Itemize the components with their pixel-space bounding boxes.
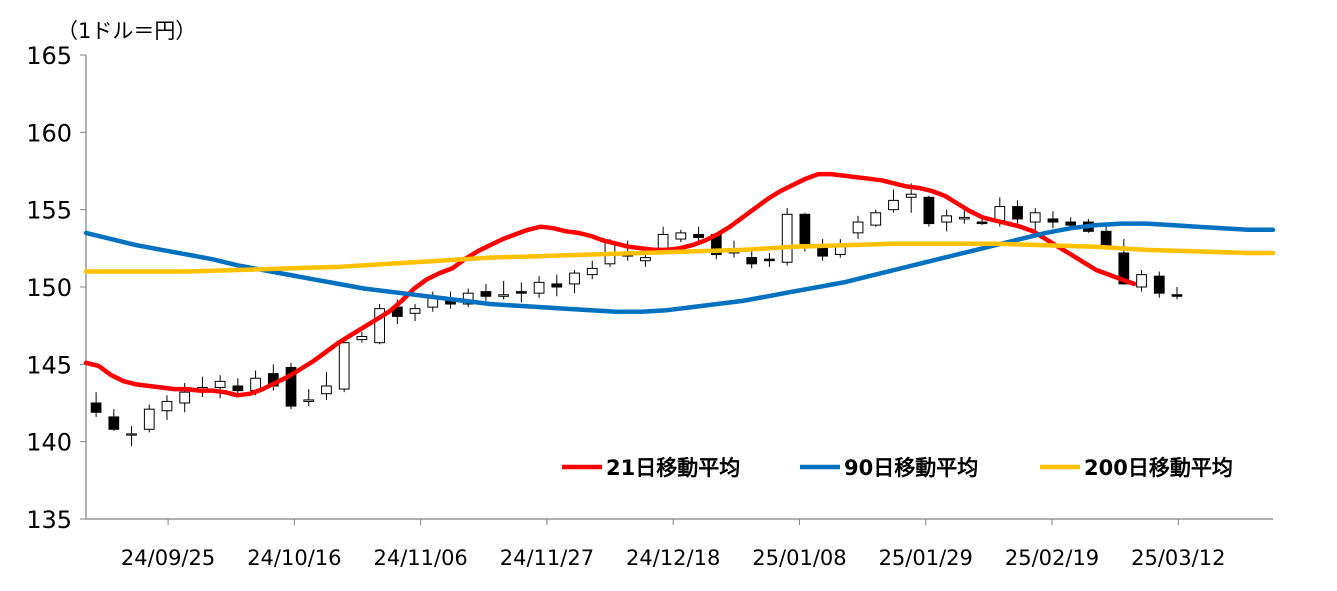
y-unit-label: （1ドル＝円）: [57, 19, 196, 43]
x-tick-label: 24/11/06: [373, 546, 467, 570]
candle-body: [852, 221, 864, 234]
x-tick-label: 25/02/19: [1005, 546, 1099, 570]
candle-body: [108, 416, 120, 430]
candle-body: [1029, 212, 1041, 223]
x-tick-label: 24/10/16: [247, 546, 341, 570]
candle-body: [90, 402, 102, 413]
y-tick-label: 160: [26, 119, 72, 147]
candle-body: [480, 291, 492, 297]
candle-body: [657, 233, 669, 249]
y-tick-label: 150: [26, 274, 72, 302]
candle-body: [994, 206, 1006, 221]
candle-body: [356, 335, 368, 341]
y-tick-label: 155: [26, 197, 72, 225]
candle-body: [905, 193, 917, 198]
legend-label-200d: 200日移動平均: [1084, 456, 1233, 480]
candle-body: [1047, 218, 1059, 223]
candle-body: [799, 213, 811, 245]
x-tick-label: 25/03/12: [1131, 546, 1225, 570]
candle-body: [746, 257, 758, 265]
candle-body: [923, 196, 935, 225]
x-tick-label: 24/11/27: [500, 546, 594, 570]
x-tick-label: 25/01/29: [879, 546, 973, 570]
candle-body: [1065, 221, 1077, 226]
y-tick-label: 135: [26, 506, 72, 534]
candle-body: [640, 257, 651, 262]
y-tick-label: 165: [26, 42, 72, 70]
legend: 21日移動平均 90日移動平均 200日移動平均: [562, 456, 1233, 480]
candle-body: [498, 294, 510, 297]
candle-body: [764, 258, 775, 262]
candle-body: [143, 408, 155, 430]
candle-body: [781, 213, 793, 263]
candle-body: [888, 199, 899, 211]
candle-body: [374, 308, 385, 344]
candle-body: [515, 291, 527, 294]
ma21-line: [83, 171, 1137, 398]
candle-body: [285, 366, 297, 407]
y-axis: 165 160 155 150 145 140 135: [26, 42, 87, 534]
candle-body: [675, 232, 687, 240]
candle-body: [1012, 206, 1023, 220]
candle-body: [976, 221, 988, 225]
candle-body: [321, 385, 332, 395]
candle-body: [232, 385, 244, 392]
candle-body: [409, 308, 421, 314]
candle-body: [870, 212, 882, 226]
candle-body: [693, 233, 704, 239]
ma200-line: [83, 241, 1276, 274]
y-tick-label: 140: [26, 429, 72, 457]
candle-body: [161, 400, 173, 412]
candle-body: [1100, 230, 1112, 248]
ma90-line: [83, 221, 1276, 314]
candle-body: [303, 399, 315, 402]
candle-body: [941, 215, 953, 223]
candle-body: [126, 433, 137, 436]
candle-body: [834, 246, 846, 256]
candle-body: [1136, 274, 1147, 288]
candle-body: [214, 380, 226, 389]
candle-body: [338, 342, 350, 390]
x-tick-label: 25/01/08: [752, 546, 846, 570]
candle-body: [1153, 275, 1165, 294]
legend-label-21d: 21日移動平均: [606, 456, 740, 480]
x-axis: 24/09/25 24/10/16 24/11/06 24/11/27 24/12/18…: [86, 518, 1273, 570]
candles: [90, 183, 1183, 447]
legend-label-90d: 90日移動平均: [844, 456, 978, 480]
candle-body: [1118, 252, 1130, 285]
series-lines: [83, 171, 1276, 398]
candle-body: [179, 391, 191, 404]
candle-body: [1171, 294, 1183, 297]
candle-body: [569, 272, 580, 285]
x-tick-label: 24/12/18: [626, 546, 720, 570]
candle-body: [551, 283, 563, 288]
candle-body: [533, 281, 545, 294]
candle-body: [958, 216, 970, 220]
candle-body: [586, 267, 598, 276]
x-tick-label: 24/09/25: [121, 546, 215, 570]
y-tick-label: 145: [26, 351, 72, 379]
